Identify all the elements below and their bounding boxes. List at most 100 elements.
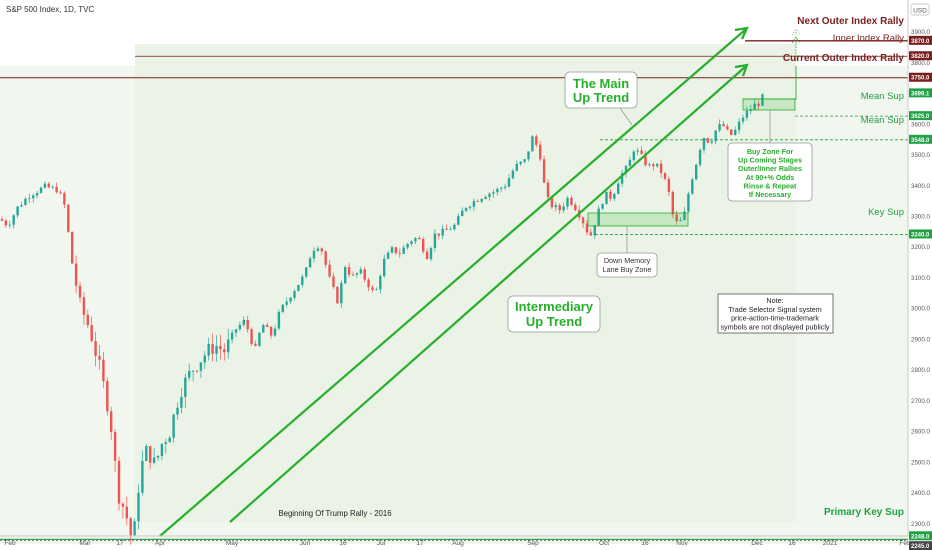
candle-body xyxy=(149,446,152,463)
candle-body xyxy=(445,228,448,230)
main-trend-pointer xyxy=(619,107,633,126)
candle xyxy=(234,328,238,338)
candle-body xyxy=(8,224,11,226)
level-badge-label: 3870.0 xyxy=(911,39,930,45)
candle-body xyxy=(355,273,359,275)
y-tick-label: 2900.0 xyxy=(911,336,930,343)
candle-body xyxy=(55,186,58,193)
candle xyxy=(554,202,557,212)
candle xyxy=(4,218,8,228)
candle xyxy=(371,284,374,293)
candle-body xyxy=(20,205,23,207)
candle xyxy=(531,134,534,152)
candle-body xyxy=(605,191,608,205)
memory-lane-label-line: Lane Buy Zone xyxy=(603,265,652,274)
candle-body xyxy=(457,216,460,225)
candle xyxy=(449,226,452,231)
candle-body xyxy=(386,252,390,259)
candle xyxy=(47,182,50,189)
candle xyxy=(28,193,31,204)
y-tick-label: 3800.0 xyxy=(911,60,930,67)
x-tick-label: Oct xyxy=(599,540,609,547)
candle-body xyxy=(312,250,316,259)
candle-body xyxy=(620,173,624,184)
candle-body xyxy=(593,225,596,236)
trump-rally-label: Beginning Of Trump Rally - 2016 xyxy=(278,509,391,518)
candle-body xyxy=(698,149,702,165)
candle-body xyxy=(718,123,721,131)
candle xyxy=(422,236,425,254)
candle-body xyxy=(691,179,694,194)
candle xyxy=(328,260,331,279)
level-badge xyxy=(909,72,932,82)
candle-body xyxy=(683,211,686,220)
candle-body xyxy=(301,276,304,285)
candle-body xyxy=(90,325,93,341)
candle-body xyxy=(51,186,54,188)
candle-body xyxy=(394,247,398,254)
candle xyxy=(254,340,257,347)
level-badge-label: 2248.0 xyxy=(911,534,930,540)
candle xyxy=(176,402,179,420)
candle-body xyxy=(234,329,238,333)
candle xyxy=(39,186,43,194)
buy-zone-rect xyxy=(742,98,796,111)
candle-body xyxy=(628,159,632,167)
candle-body xyxy=(168,437,171,443)
candle-body xyxy=(402,247,405,254)
candle-body xyxy=(617,183,620,194)
candle-body xyxy=(710,141,713,143)
candle-body xyxy=(663,173,667,179)
candle xyxy=(601,203,604,211)
x-tick-label: Feb xyxy=(4,540,16,547)
candle-body xyxy=(464,207,468,211)
level-badge xyxy=(909,88,932,98)
candle xyxy=(620,169,624,187)
candle-body xyxy=(28,198,31,200)
candle xyxy=(503,183,507,190)
candle xyxy=(695,163,698,181)
candle xyxy=(757,100,760,111)
y-tick-label: 3400.0 xyxy=(911,183,930,190)
candle xyxy=(648,162,651,168)
level-badge-label: 3625.0 xyxy=(911,114,930,120)
candle xyxy=(211,333,214,362)
candle xyxy=(273,324,277,337)
candle-body xyxy=(242,319,245,325)
candle-body xyxy=(98,355,101,360)
candle xyxy=(379,274,382,294)
candle-body xyxy=(410,241,413,244)
x-tick-label: Nov xyxy=(676,540,688,547)
candle-body xyxy=(273,328,277,336)
candle-body xyxy=(164,442,167,444)
candle-body xyxy=(761,94,764,106)
candle xyxy=(199,362,203,378)
candle-body xyxy=(113,432,117,461)
candle-body xyxy=(581,217,585,224)
candle xyxy=(632,149,635,163)
candle-body xyxy=(86,314,89,326)
main-trend-line xyxy=(159,29,746,537)
candle xyxy=(429,246,433,262)
buy-zone-label-line: Outer/Inner Rallies xyxy=(738,164,802,173)
candle xyxy=(523,158,526,164)
main-trend-box xyxy=(564,71,638,109)
candle xyxy=(215,335,218,362)
candle xyxy=(461,207,464,217)
candle-body xyxy=(515,163,518,171)
candle-body xyxy=(110,411,113,433)
candle xyxy=(149,445,152,470)
candle-body xyxy=(644,153,647,166)
y-tick-label: 3100.0 xyxy=(911,275,930,282)
candle-body xyxy=(266,324,269,327)
candle xyxy=(445,224,448,231)
candle-body xyxy=(258,332,261,346)
candle xyxy=(542,155,546,183)
candle xyxy=(285,297,288,308)
candle-body xyxy=(726,126,729,130)
candle xyxy=(35,190,39,199)
intermediary-trend-arrowhead xyxy=(734,63,749,77)
candle xyxy=(656,163,659,168)
